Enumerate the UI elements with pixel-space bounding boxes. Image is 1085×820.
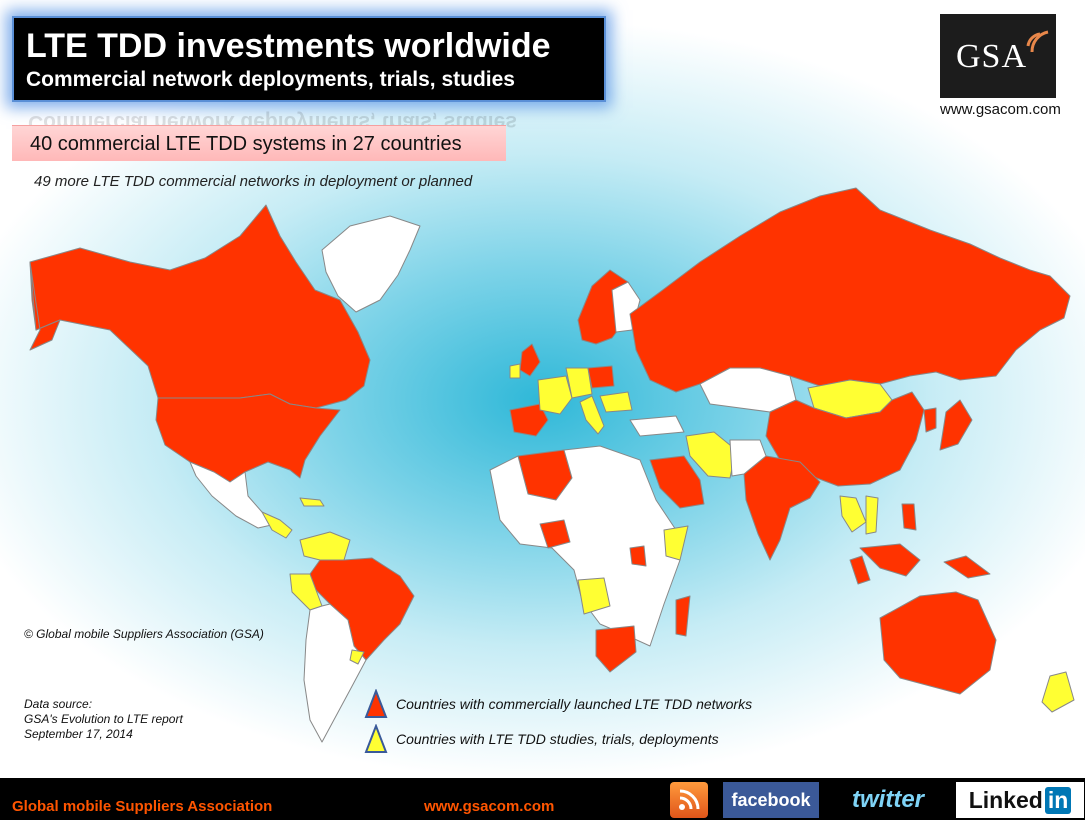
country-caribbean <box>299 497 325 507</box>
country-india <box>743 455 821 561</box>
facebook-label: facebook <box>731 789 811 810</box>
country-angola <box>577 577 611 615</box>
country-brazil <box>309 557 415 661</box>
country-malaysia <box>849 555 871 585</box>
rss-icon <box>679 789 700 810</box>
country-germany <box>565 367 593 399</box>
country-venezuela <box>299 531 351 561</box>
footer-bar: Global mobile Suppliers Association www.… <box>0 778 1085 820</box>
linkedin-in-label: in <box>1044 786 1072 814</box>
country-nigeria <box>539 519 571 549</box>
headline-text: 40 commercial LTE TDD systems in 27 coun… <box>30 133 462 155</box>
source-report: GSA's Evolution to LTE report <box>24 712 183 726</box>
country-russia <box>629 187 1071 393</box>
country-vietnam <box>865 495 879 535</box>
legend-trials-label: Countries with LTE TDD studies, trials, … <box>396 731 719 747</box>
footer-url-link[interactable]: www.gsacom.com <box>424 798 555 815</box>
country-madagascar <box>675 595 691 637</box>
country-new-zealand <box>1041 671 1075 713</box>
page-subtitle: Commercial network deployments, trials, … <box>26 68 515 91</box>
world-map <box>29 187 1075 743</box>
linkedin-label: Linked <box>968 786 1043 813</box>
country-thailand <box>839 495 867 533</box>
country-korea <box>923 407 937 433</box>
country-philippines <box>901 503 917 531</box>
headline-box: 40 commercial LTE TDD systems in 27 coun… <box>12 125 506 161</box>
linkedin-button[interactable]: Linked in <box>956 782 1084 818</box>
footer-org-name: Global mobile Suppliers Association <box>12 798 273 815</box>
legend-commercial: Countries with commercially launched LTE… <box>364 689 752 719</box>
legend-trials: Countries with LTE TDD studies, trials, … <box>364 724 719 754</box>
country-spain <box>509 403 549 437</box>
source-label: Data source: <box>24 697 93 711</box>
yellow-triangle-icon <box>364 724 388 753</box>
country-alaska <box>29 261 61 351</box>
country-saudi-arabia <box>649 455 705 509</box>
country-ireland <box>509 363 521 379</box>
gsa-logo-text: GSA <box>956 38 1028 75</box>
country-usa <box>155 393 341 483</box>
country-uruguay <box>349 649 365 665</box>
country-turkey <box>629 415 685 437</box>
data-source: Data source: GSA's Evolution to LTE repo… <box>24 697 183 742</box>
country-somalia <box>663 525 689 561</box>
country-australia <box>879 591 997 695</box>
country-france <box>537 375 573 415</box>
red-triangle-icon <box>364 689 388 718</box>
country-south-america-rest <box>303 603 367 743</box>
country-poland <box>587 365 615 389</box>
twitter-button[interactable]: twitter <box>832 782 944 818</box>
country-canada <box>29 204 371 409</box>
country-italy <box>579 395 605 435</box>
country-africa-north <box>489 445 681 647</box>
subline-text: 49 more LTE TDD commercial networks in d… <box>34 173 473 190</box>
gsa-url[interactable]: www.gsacom.com <box>940 101 1061 118</box>
country-iran <box>685 431 737 479</box>
rss-button[interactable] <box>670 782 708 818</box>
source-date: September 17, 2014 <box>24 727 133 741</box>
country-south-africa <box>595 625 637 673</box>
country-east-europe <box>599 391 633 413</box>
signal-arcs-icon <box>1026 30 1049 53</box>
gsa-logo[interactable]: GSA <box>940 14 1056 98</box>
title-box: LTE TDD investments worldwide Commercial… <box>12 16 606 102</box>
country-indonesia <box>859 543 921 577</box>
country-greenland <box>321 215 421 313</box>
legend-commercial-label: Countries with commercially launched LTE… <box>396 696 753 712</box>
country-japan <box>939 399 973 451</box>
country-pakistan <box>729 439 767 477</box>
copyright-text: © Global mobile Suppliers Association (G… <box>24 627 264 641</box>
country-kenya <box>629 545 647 567</box>
page-title: LTE TDD investments worldwide <box>26 27 551 65</box>
country-uk <box>519 343 541 377</box>
facebook-button[interactable]: facebook <box>723 782 819 818</box>
twitter-label: twitter <box>852 786 924 813</box>
country-central-america <box>261 511 293 539</box>
country-png <box>943 555 991 579</box>
